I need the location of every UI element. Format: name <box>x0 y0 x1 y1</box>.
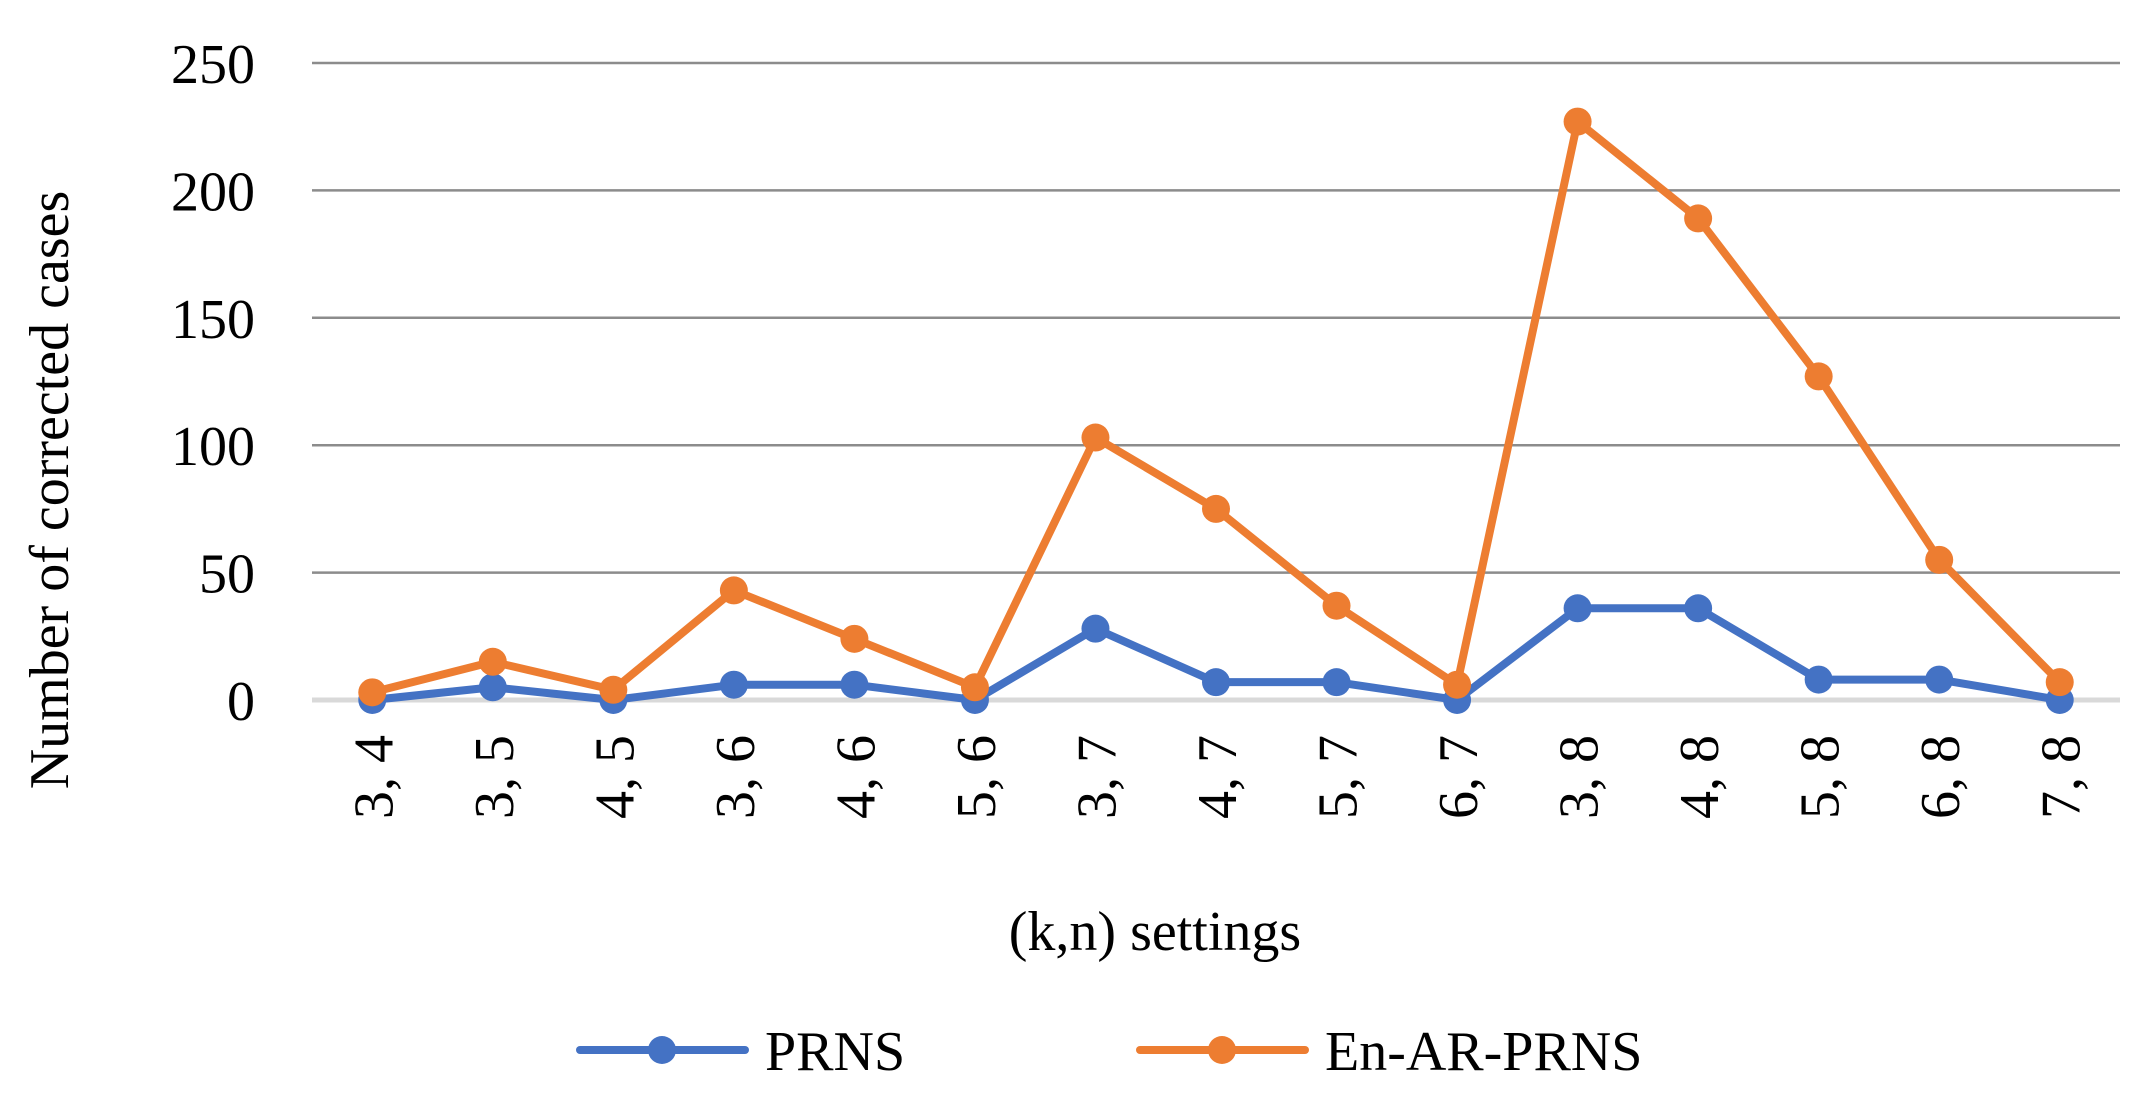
x-tick-label: 5, 6 <box>946 735 1008 819</box>
data-point <box>1563 107 1592 136</box>
data-point <box>1443 670 1472 699</box>
data-point <box>1202 668 1230 697</box>
data-point <box>840 670 869 699</box>
data-point <box>358 678 387 707</box>
data-point <box>1925 545 1954 574</box>
x-tick-label: 3, 4 <box>343 735 405 819</box>
data-point <box>1804 362 1833 391</box>
legend-label: En-AR-PRNS <box>1325 1021 1642 1083</box>
data-point <box>1322 668 1351 697</box>
x-tick-label: 5, 8 <box>1790 735 1852 819</box>
data-point <box>1684 204 1713 233</box>
x-tick-label: 4, 8 <box>1669 735 1731 819</box>
data-point <box>1081 614 1110 643</box>
x-axis-tick-labels: 3, 4 3, 5 4, 5 3, 6 4, 6 5, 6 3, 7 4, 7 5, 7 6, 7… <box>343 735 2092 819</box>
legend-item: PRNS <box>576 1021 905 1083</box>
x-tick-label: 3, 6 <box>705 735 767 819</box>
x-tick-label: 7, 8 <box>2031 735 2093 819</box>
x-tick-label: 5, 7 <box>1308 735 1370 819</box>
y-tick-label: 0 <box>227 671 255 733</box>
data-series <box>358 107 2074 714</box>
data-point <box>1081 423 1110 452</box>
x-tick-label: 6, 7 <box>1428 735 1490 819</box>
series-line <box>368 117 2064 697</box>
y-tick-label: 100 <box>171 416 255 478</box>
x-axis-title: (k,n) settings <box>1009 901 1301 963</box>
y-axis-title: Number of corrected cases <box>19 191 81 790</box>
data-point <box>599 675 628 704</box>
data-point <box>1322 591 1351 620</box>
data-point <box>719 576 748 605</box>
x-tick-label: 3, 7 <box>1066 735 1128 819</box>
data-point <box>1684 594 1713 623</box>
data-point <box>960 673 989 702</box>
data-point <box>1563 594 1592 623</box>
y-tick-label: 150 <box>171 289 255 351</box>
data-point <box>2045 668 2074 697</box>
data-point <box>1925 665 1954 694</box>
data-point <box>1804 665 1833 694</box>
legend-label: PRNS <box>765 1021 905 1083</box>
data-point <box>719 670 748 699</box>
data-point <box>1202 494 1230 523</box>
gridlines <box>312 61 2120 703</box>
y-tick-label: 200 <box>171 161 255 223</box>
x-tick-label: 3, 5 <box>464 735 526 819</box>
data-point <box>840 624 869 653</box>
data-point <box>478 647 507 676</box>
legend-swatch-marker <box>1208 1036 1236 1064</box>
y-tick-label: 250 <box>171 34 255 96</box>
data-point <box>478 673 507 702</box>
x-tick-label: 6, 8 <box>1910 735 1972 819</box>
x-tick-label: 4, 5 <box>584 735 646 819</box>
x-tick-label: 3, 8 <box>1549 735 1611 819</box>
y-axis-tick-labels: 0 50 100 150 200 250 <box>171 34 255 733</box>
series-2 <box>358 107 2074 707</box>
legend-swatch-marker <box>648 1036 676 1064</box>
legend: PRNS En-AR-PRNS <box>576 1021 1642 1083</box>
legend-item: En-AR-PRNS <box>1136 1021 1642 1083</box>
y-tick-label: 50 <box>199 544 255 606</box>
x-tick-label: 4, 7 <box>1187 735 1249 819</box>
x-tick-label: 4, 6 <box>825 735 887 819</box>
